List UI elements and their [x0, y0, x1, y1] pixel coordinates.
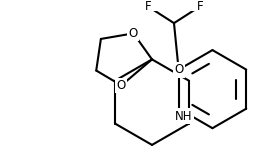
Text: O: O — [129, 27, 138, 40]
Text: O: O — [117, 79, 126, 92]
Text: F: F — [197, 0, 203, 13]
Text: O: O — [174, 63, 183, 76]
Text: F: F — [145, 0, 151, 13]
Text: NH: NH — [175, 110, 193, 123]
